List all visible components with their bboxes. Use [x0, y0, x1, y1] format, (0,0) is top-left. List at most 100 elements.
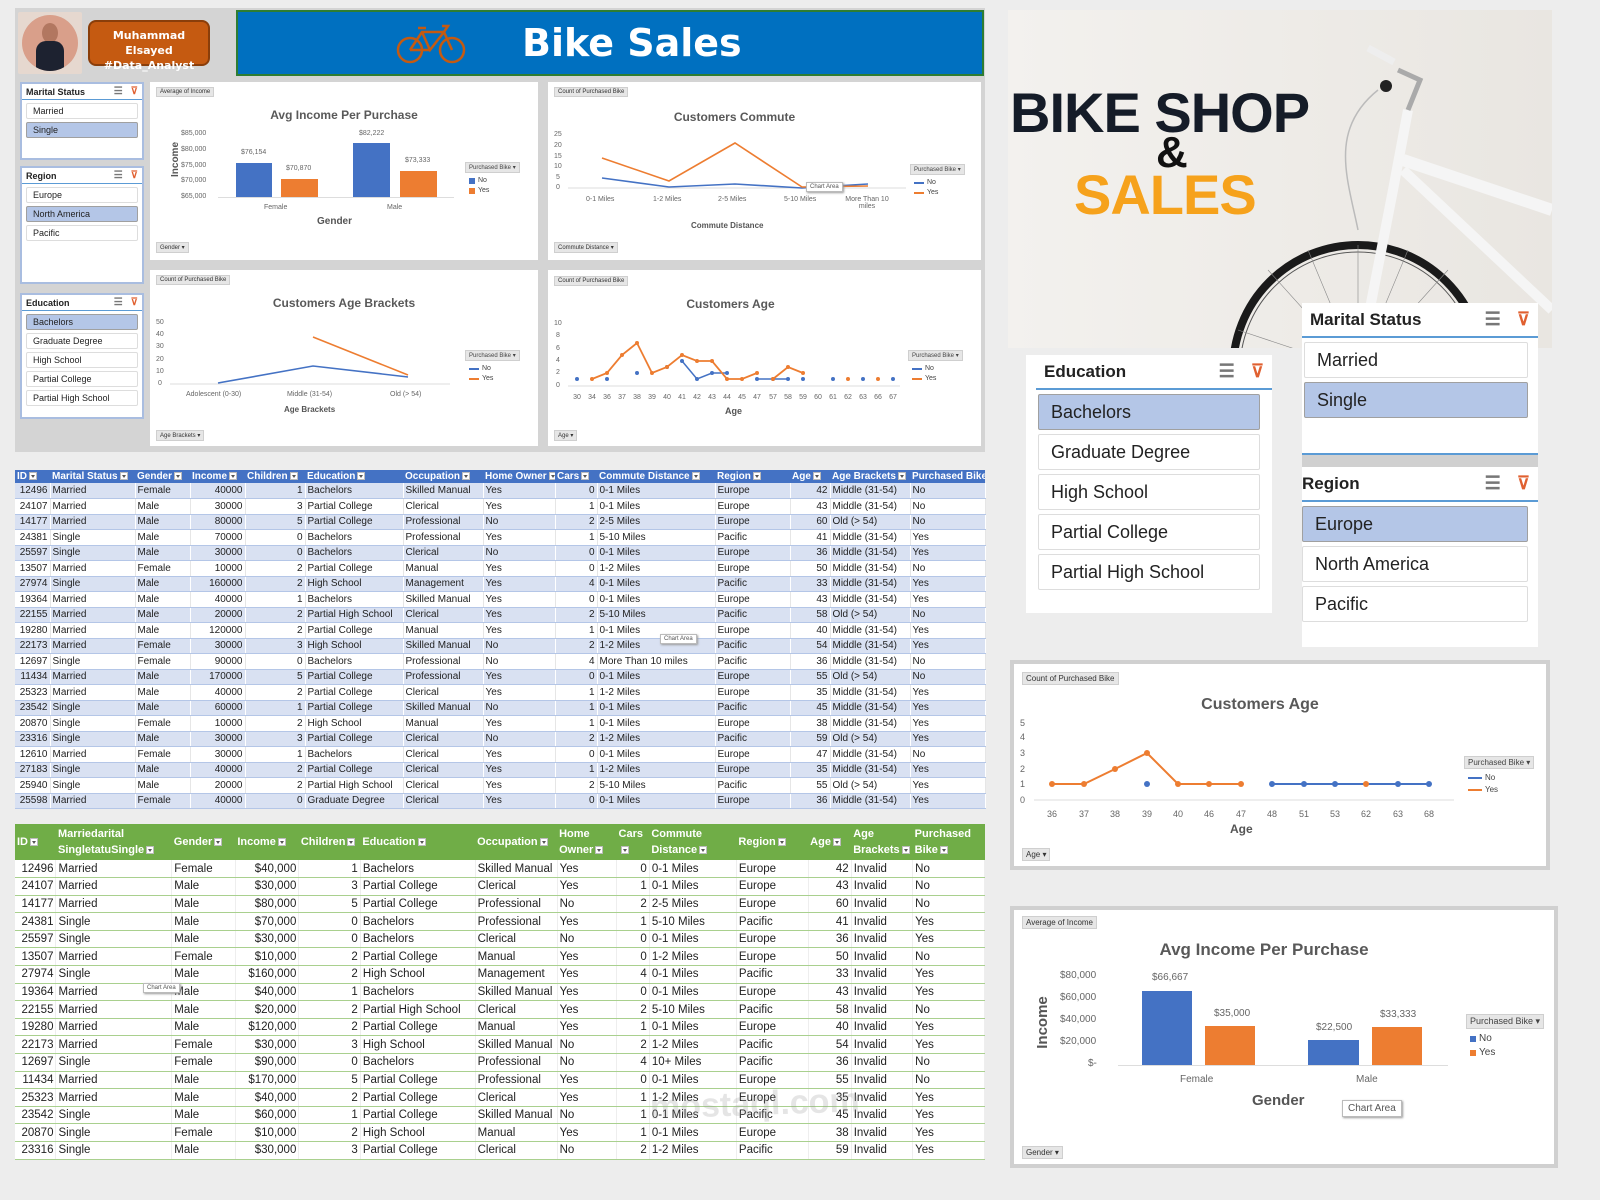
table-cell[interactable]: Skilled Manual — [475, 1035, 558, 1055]
table-cell[interactable]: Clerical — [403, 777, 484, 794]
table-cell[interactable]: Yes — [912, 1035, 985, 1055]
table-cell[interactable]: Single — [55, 1123, 173, 1142]
table-cell[interactable]: Europe — [736, 860, 809, 879]
table-cell[interactable]: Professional — [403, 669, 484, 685]
table-cell[interactable]: Middle (31-54) — [830, 545, 911, 561]
table-cell[interactable]: Professional — [475, 1071, 558, 1090]
axis-field-button[interactable]: Commute Distance ▾ — [554, 242, 618, 253]
legend-filter-button[interactable]: Purchased Bike ▾ — [910, 164, 965, 175]
table-cell[interactable]: Manual — [475, 1018, 558, 1037]
table-cell[interactable]: 40 — [790, 622, 831, 639]
table-cell[interactable]: Europe — [736, 1018, 809, 1037]
table-cell[interactable]: 38 — [790, 715, 831, 732]
table-cell[interactable]: Middle (31-54) — [830, 622, 911, 639]
column-header[interactable]: Income — [190, 470, 245, 483]
filter-dropdown-icon[interactable] — [832, 838, 841, 847]
table-cell[interactable]: Clerical — [403, 731, 484, 747]
table-cell[interactable]: 54 — [808, 1035, 852, 1055]
slicer-item-single[interactable]: Single — [1304, 382, 1528, 418]
filter-dropdown-icon[interactable] — [417, 838, 426, 847]
table-cell[interactable]: 1 — [616, 1088, 650, 1107]
table-cell[interactable]: High School — [305, 715, 404, 732]
table-cell[interactable]: Male — [135, 731, 191, 747]
table-cell[interactable]: 19280 — [15, 622, 51, 639]
table-cell[interactable]: Male — [171, 1018, 236, 1037]
table-cell[interactable]: Old (> 54) — [830, 777, 911, 794]
filter-dropdown-icon[interactable] — [620, 846, 629, 855]
table-cell[interactable]: 25323 — [15, 684, 51, 701]
table-cell[interactable]: No — [910, 653, 986, 670]
table-cell[interactable]: 1-2 Miles — [649, 1088, 737, 1107]
table-cell[interactable]: 40000 — [190, 483, 246, 499]
table-cell[interactable]: 20000 — [190, 777, 246, 794]
table-cell[interactable]: Pacific — [736, 912, 809, 931]
table-cell[interactable]: Europe — [736, 947, 809, 967]
filter-dropdown-icon[interactable] — [699, 846, 708, 855]
slicer-item-partial-high-school[interactable]: Partial High School — [26, 390, 138, 406]
table-cell[interactable]: Bachelors — [305, 545, 404, 561]
table-cell[interactable]: 1-2 Miles — [597, 762, 716, 778]
table-cell[interactable]: 25598 — [15, 793, 51, 809]
table-cell[interactable]: 27183 — [15, 762, 51, 778]
table-cell[interactable]: 5 — [298, 895, 361, 914]
table-cell[interactable]: No — [910, 483, 986, 499]
table-cell[interactable]: 2 — [245, 777, 306, 794]
clear-filter-icon[interactable]: ⊽ — [130, 86, 138, 97]
table-cell[interactable]: Yes — [910, 545, 986, 561]
column-header[interactable]: Education — [360, 824, 476, 860]
table-cell[interactable]: 1 — [555, 498, 598, 515]
table-cell[interactable]: 58 — [808, 1000, 852, 1019]
table-cell[interactable]: 24107 — [15, 877, 57, 896]
table-cell[interactable]: Pacific — [736, 1000, 809, 1019]
filter-dropdown-icon[interactable] — [357, 472, 366, 481]
table-cell[interactable]: Invalid — [851, 930, 914, 949]
table-cell[interactable]: 2 — [616, 1035, 650, 1055]
table-cell[interactable]: 2 — [245, 762, 306, 778]
table-cell[interactable]: Yes — [910, 793, 986, 809]
legend-filter-button[interactable]: Purchased Bike ▾ — [908, 350, 963, 361]
table-cell[interactable]: Yes — [557, 947, 618, 967]
slicer-item-high-school[interactable]: High School — [1038, 474, 1260, 510]
table-cell[interactable]: 43 — [808, 877, 852, 896]
table-cell[interactable]: Skilled Manual — [475, 1106, 558, 1125]
table-cell[interactable]: Pacific — [736, 1053, 809, 1072]
table-cell[interactable]: 4 — [555, 653, 598, 670]
table-cell[interactable]: High School — [360, 1123, 476, 1142]
table-cell[interactable]: 1-2 Miles — [597, 684, 716, 701]
table-cell[interactable]: Europe — [715, 545, 791, 561]
filter-dropdown-icon[interactable] — [146, 846, 155, 855]
table-cell[interactable]: Female — [135, 653, 191, 670]
table-cell[interactable]: 0 — [616, 1071, 650, 1090]
table-cell[interactable]: Invalid — [851, 1053, 914, 1072]
table-cell[interactable]: 1-2 Miles — [649, 1141, 737, 1160]
table-cell[interactable]: Partial College — [360, 1018, 476, 1037]
table-cell[interactable]: Yes — [483, 715, 556, 732]
table-cell[interactable]: 90000 — [190, 653, 246, 670]
filter-dropdown-icon[interactable] — [229, 472, 238, 481]
table-cell[interactable]: 2 — [298, 1000, 361, 1019]
slicer-item-north-america[interactable]: North America — [26, 206, 138, 222]
table-cell[interactable]: Male — [171, 1106, 236, 1125]
table-cell[interactable]: 170000 — [190, 669, 246, 685]
table-cell[interactable]: 54 — [790, 638, 831, 654]
table-cell[interactable]: Yes — [557, 1018, 618, 1037]
table-cell[interactable]: Manual — [475, 947, 558, 967]
table-cell[interactable]: $90,000 — [235, 1053, 300, 1072]
table-cell[interactable]: 40000 — [190, 591, 246, 608]
table-cell[interactable]: 2 — [298, 1018, 361, 1037]
table-cell[interactable]: $20,000 — [235, 1000, 300, 1019]
table-cell[interactable]: Yes — [910, 700, 986, 716]
table-cell[interactable]: Yes — [912, 930, 985, 949]
table-cell[interactable]: Yes — [483, 607, 556, 623]
table-cell[interactable]: 10+ Miles — [649, 1053, 737, 1072]
bar-female-yes[interactable] — [1205, 1026, 1255, 1065]
table-cell[interactable]: 35 — [790, 684, 831, 701]
table-cell[interactable]: 5-10 Miles — [597, 529, 716, 546]
table-cell[interactable]: Female — [171, 860, 236, 879]
chart-customers-commute[interactable]: Count of Purchased Bike Customers Commut… — [548, 82, 981, 260]
table-cell[interactable]: 0-1 Miles — [649, 1123, 737, 1142]
table-cell[interactable]: 59 — [790, 731, 831, 747]
table-cell[interactable]: 10000 — [190, 560, 246, 577]
table-cell[interactable]: 0 — [555, 545, 598, 561]
table-cell[interactable]: 0-1 Miles — [649, 965, 737, 984]
